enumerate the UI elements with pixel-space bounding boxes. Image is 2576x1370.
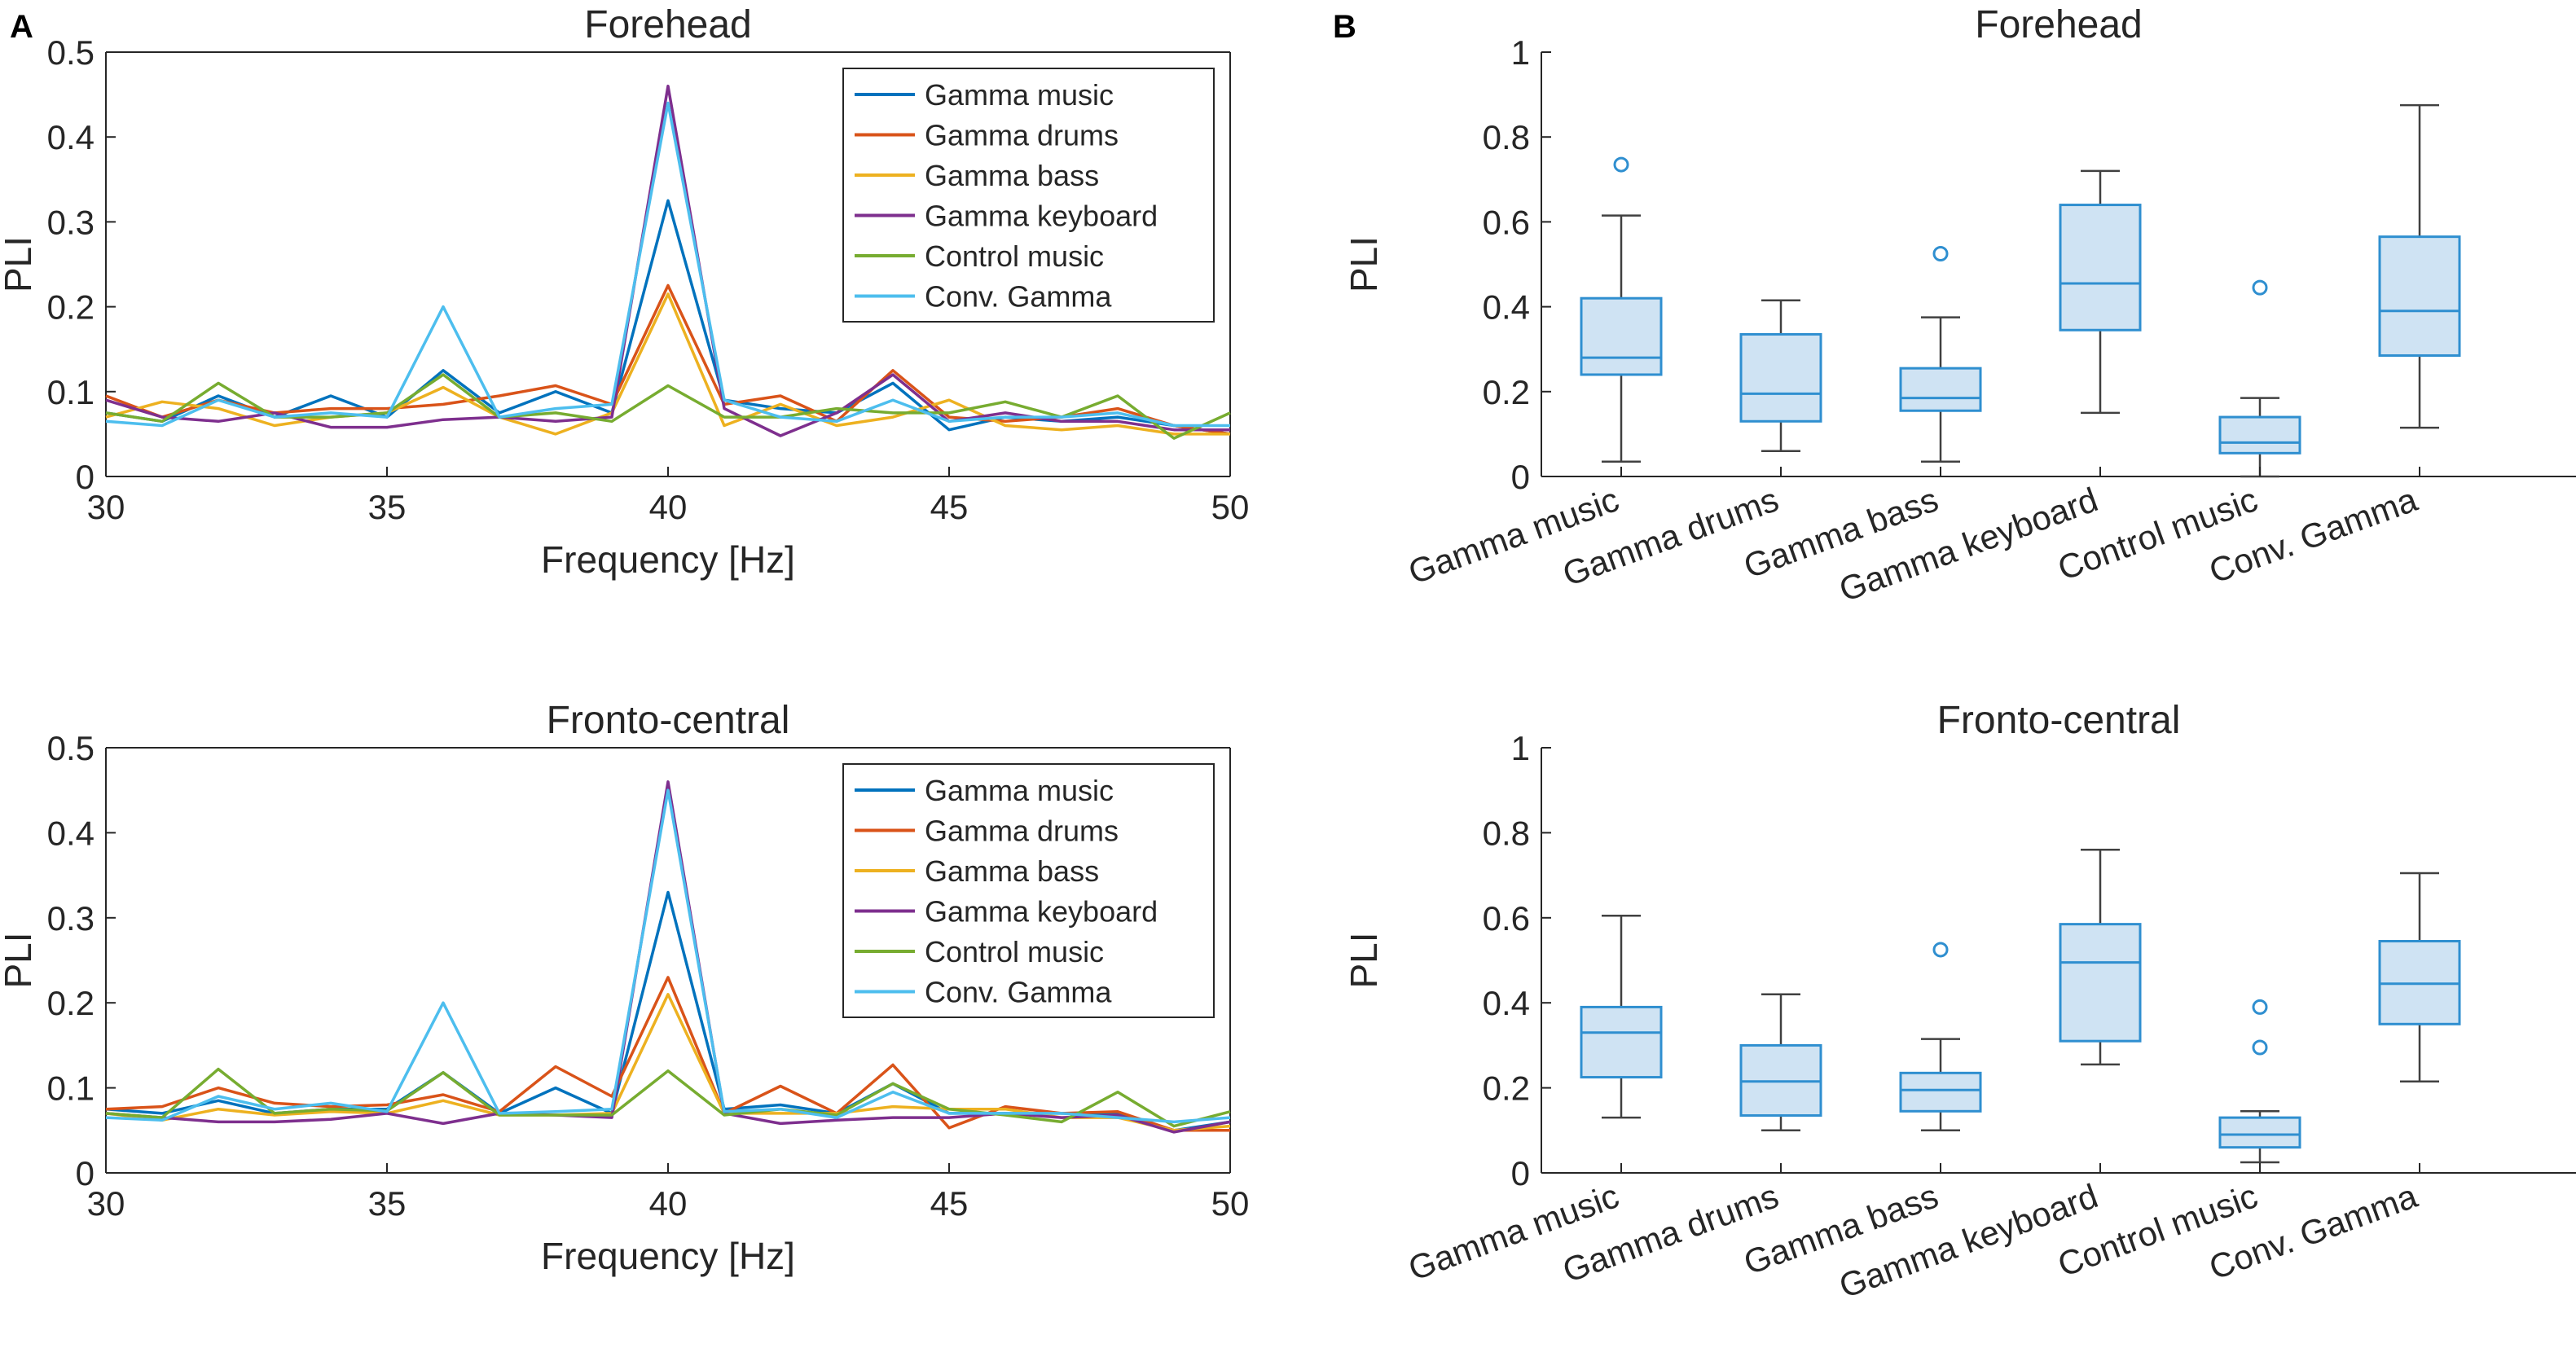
legend-label-gamma-music: Gamma music bbox=[925, 774, 1114, 807]
y-tick-label: 0.3 bbox=[47, 203, 95, 241]
x-tick-label-gamma-keyboard: Gamma keyboard bbox=[1834, 480, 2103, 608]
y-tick-label: 0.1 bbox=[47, 373, 95, 411]
y-tick-label: 0.2 bbox=[47, 984, 95, 1022]
x-tick-label: 50 bbox=[1211, 488, 1250, 526]
x-tick-label: 35 bbox=[368, 488, 407, 526]
series-line-conv-gamma bbox=[105, 101, 1230, 428]
x-tick-label: 30 bbox=[87, 488, 125, 526]
x-tick-label: 45 bbox=[930, 488, 969, 526]
outlier-point-control-music bbox=[2252, 279, 2268, 296]
y-tick-label: 0 bbox=[76, 458, 95, 496]
line-chart-fronto-central: Fronto-central 0 0.1 0.2 0.3 0.4 0.5 PLI 30 35 40 4… bbox=[0, 699, 1249, 1277]
legend-label-conv-gamma: Conv. Gamma bbox=[925, 976, 1112, 1009]
y-tick-label: 0.4 bbox=[47, 118, 95, 156]
y-tick-label: 0.5 bbox=[47, 729, 95, 767]
x-axis-label: Frequency [Hz] bbox=[541, 1235, 795, 1277]
x-tick-label: 30 bbox=[87, 1184, 125, 1223]
outlier-point-gamma-bass bbox=[1932, 245, 1949, 261]
legend-label-gamma-music: Gamma music bbox=[925, 78, 1114, 112]
y-tick-label: 0.5 bbox=[47, 33, 95, 72]
box-gamma-bass bbox=[1899, 1071, 1982, 1113]
x-tick-label: 35 bbox=[368, 1184, 407, 1223]
x-tick-label: 40 bbox=[649, 488, 688, 526]
series-line-gamma-bass bbox=[105, 292, 1230, 436]
box-control-music bbox=[2218, 415, 2301, 454]
y-tick-label: 0 bbox=[1511, 1154, 1530, 1192]
outlier-point-control-music bbox=[2252, 999, 2268, 1015]
box-gamma-music bbox=[1580, 1005, 1663, 1079]
legend-label-gamma-drums: Gamma drums bbox=[925, 119, 1119, 152]
box-gamma-keyboard bbox=[2059, 204, 2142, 332]
y-tick-label: 0.6 bbox=[1483, 899, 1530, 937]
y-tick-label: 0.2 bbox=[1483, 1069, 1530, 1108]
legend-label-gamma-keyboard: Gamma keyboard bbox=[925, 200, 1158, 233]
chart-title: Forehead bbox=[584, 3, 751, 46]
y-tick-label: 0.2 bbox=[47, 288, 95, 327]
outlier-point-gamma-bass bbox=[1932, 942, 1949, 958]
outlier-point-control-music bbox=[2252, 1039, 2268, 1056]
series-line-gamma-keyboard bbox=[105, 780, 1231, 1134]
y-tick-label: 1 bbox=[1511, 33, 1530, 72]
x-tick-label: 45 bbox=[930, 1184, 969, 1223]
y-tick-label: 0.4 bbox=[47, 814, 95, 852]
chart-title: Forehead bbox=[1975, 3, 2142, 46]
legend-label-gamma-drums: Gamma drums bbox=[925, 815, 1119, 848]
series-line-conv-gamma bbox=[105, 788, 1231, 1124]
y-tick-label: 0.2 bbox=[1483, 373, 1530, 411]
legend-label-conv-gamma: Conv. Gamma bbox=[925, 280, 1112, 314]
legend-label-control-music: Control music bbox=[925, 935, 1104, 968]
box-gamma-keyboard bbox=[2059, 923, 2142, 1043]
y-tick-label: 0.8 bbox=[1483, 814, 1530, 852]
series-line-control-music bbox=[105, 1067, 1231, 1128]
y-tick-label: 0.3 bbox=[47, 899, 95, 937]
box-conv-gamma bbox=[2378, 235, 2461, 358]
y-tick-label: 0 bbox=[76, 1154, 95, 1192]
panel-label-b: B bbox=[1333, 9, 1356, 45]
x-tick-label: 50 bbox=[1211, 1184, 1250, 1223]
box-gamma-music bbox=[1580, 296, 1663, 376]
box-gamma-drums bbox=[1739, 332, 1822, 423]
chart-title: Fronto-central bbox=[547, 699, 790, 742]
y-axis-label: PLI bbox=[0, 236, 39, 292]
box-control-music bbox=[2218, 1116, 2301, 1149]
chart-title: Fronto-central bbox=[1937, 699, 2181, 742]
y-tick-label: 0.1 bbox=[47, 1069, 95, 1108]
legend-label-control-music: Control music bbox=[925, 239, 1104, 273]
y-tick-label: 0 bbox=[1511, 458, 1530, 496]
y-tick-label: 0.8 bbox=[1483, 118, 1530, 156]
y-tick-label: 0.4 bbox=[1483, 984, 1530, 1022]
y-axis-label: PLI bbox=[1343, 932, 1385, 988]
legend-box bbox=[842, 763, 1215, 1018]
legend-box bbox=[842, 68, 1215, 323]
x-tick-label-gamma-keyboard: Gamma keyboard bbox=[1834, 1176, 2103, 1305]
series-line-gamma-drums bbox=[105, 976, 1230, 1132]
legend-label-gamma-keyboard: Gamma keyboard bbox=[925, 895, 1158, 929]
box-gamma-bass bbox=[1899, 367, 1982, 412]
y-axis-label: PLI bbox=[0, 932, 39, 988]
x-axis-label: Frequency [Hz] bbox=[541, 538, 795, 581]
legend-label-gamma-bass: Gamma bass bbox=[925, 854, 1099, 888]
outlier-point-gamma-music bbox=[1613, 156, 1629, 173]
x-tick-label: 40 bbox=[649, 1184, 688, 1223]
line-chart-forehead: Forehead 0 0.1 0.2 0.3 0.4 0.5 PLI 30 35 40 45 50 Fre… bbox=[0, 3, 1249, 581]
y-tick-label: 0.4 bbox=[1483, 288, 1530, 327]
y-tick-label: 1 bbox=[1511, 729, 1530, 767]
panel-label-a: A bbox=[10, 9, 33, 45]
legend-label-gamma-bass: Gamma bass bbox=[925, 159, 1099, 192]
y-tick-label: 0.6 bbox=[1483, 203, 1530, 241]
y-axis-label: PLI bbox=[1343, 236, 1385, 292]
